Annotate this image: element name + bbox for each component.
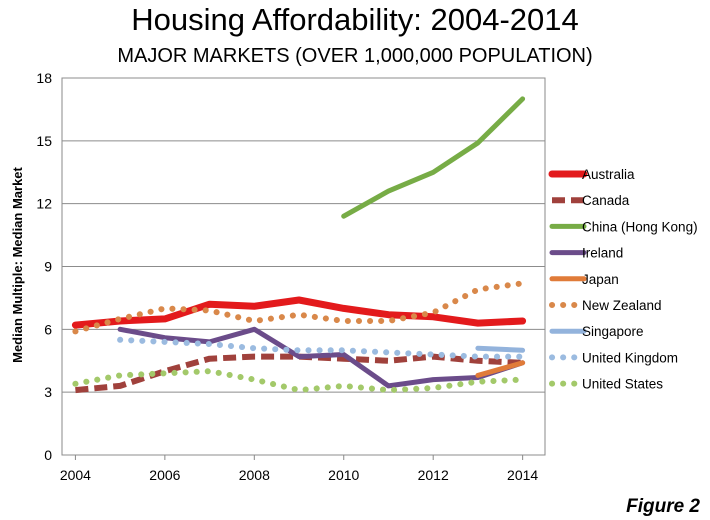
legend-label-united-states: United States	[582, 377, 663, 392]
series-line-united-kingdom	[117, 336, 526, 360]
x-tick-label: 2012	[418, 467, 449, 483]
legend-label-singapore: Singapore	[582, 324, 644, 339]
y-tick-label: 0	[44, 447, 52, 463]
x-tick-label: 2004	[60, 467, 91, 483]
y-tick-label: 18	[36, 70, 52, 86]
series-line-new-zealand	[72, 280, 526, 335]
y-axis-label: Median Multiple: Median Market	[10, 166, 25, 362]
figure-label: Figure 2	[626, 496, 700, 517]
y-tick-label: 12	[36, 196, 52, 212]
series-line-japan	[475, 360, 526, 378]
chart-subtitle: MAJOR MARKETS (OVER 1,000,000 POPULATION…	[117, 45, 592, 67]
plot-area: 0 3 6 9 12 15 18 2004 2006 2008 2010 2012 2014	[36, 70, 546, 483]
x-tick-label: 2006	[149, 467, 180, 483]
legend: Australia Canada China (Hong Kong) Ireland J…	[548, 167, 698, 392]
legend-label-japan: Japan	[582, 272, 619, 287]
series-line-united-states	[72, 368, 526, 394]
legend-label-china-hong-kong: China (Hong Kong)	[582, 219, 698, 234]
series-line-ireland	[117, 326, 526, 389]
legend-label-canada: Canada	[582, 193, 630, 208]
series-line-singapore	[475, 345, 526, 353]
x-tick-label: 2008	[239, 467, 270, 483]
x-tick-label: 2014	[507, 467, 538, 483]
series-line-canada	[75, 353, 523, 394]
series-line-china-hong-kong	[341, 96, 526, 219]
y-tick-label: 6	[44, 321, 52, 337]
y-tick-label: 9	[44, 259, 52, 275]
legend-label-united-kingdom: United Kingdom	[582, 350, 678, 365]
series-line-australia	[71, 296, 527, 329]
x-tick-label: 2010	[328, 467, 359, 483]
chart-title: Housing Affordability: 2004-2014	[131, 2, 579, 37]
y-tick-label: 3	[44, 384, 52, 400]
legend-label-new-zealand: New Zealand	[582, 298, 662, 313]
legend-label-ireland: Ireland	[582, 246, 623, 261]
legend-label-australia: Australia	[582, 167, 635, 182]
y-tick-label: 15	[36, 133, 52, 149]
